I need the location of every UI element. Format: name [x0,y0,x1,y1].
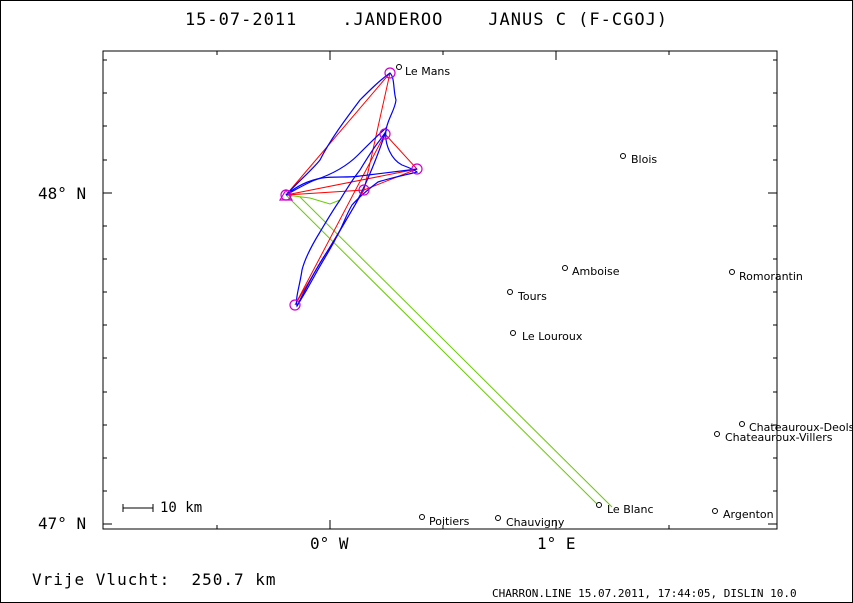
city-markers [396,64,745,521]
city-label: Tours [518,290,547,303]
axis-ticks [103,51,777,529]
city-label: Amboise [572,265,620,278]
city-label: Le Blanc [607,503,654,516]
page-title: 15-07-2011 .JANDEROO JANUS C (F-CGOJ) [184,10,669,30]
city-label: Argenton [723,508,774,521]
lat-label-48: 48° N [38,184,87,203]
distance-label: Vrije Vlucht: 250.7 km [32,570,277,589]
turnpoints [278,67,423,311]
start-finish-lines [285,194,613,508]
task-legs [285,72,418,306]
scale-bar [122,504,154,512]
city-label: Le Louroux [522,330,583,343]
lat-label-47: 47° N [38,514,87,533]
lon-label-1e: 1° E [537,534,576,553]
flight-track [285,72,419,308]
city-label: Le Mans [405,65,451,78]
city-label: Romorantin [739,270,803,283]
footer-info: CHARRON.LINE 15.07.2011, 17:44:05, DISLI… [492,587,797,600]
city-label: Blois [631,153,658,166]
plot-border [102,50,778,530]
city-label: Chateauroux-Deols [749,421,853,434]
lon-label-0w: 0° W [310,534,349,553]
city-label: Poitiers [429,515,470,528]
scale-label: 10 km [160,500,203,516]
city-label: Chateauroux-Villers [725,431,833,444]
city-label: Chauvigny [506,516,565,529]
